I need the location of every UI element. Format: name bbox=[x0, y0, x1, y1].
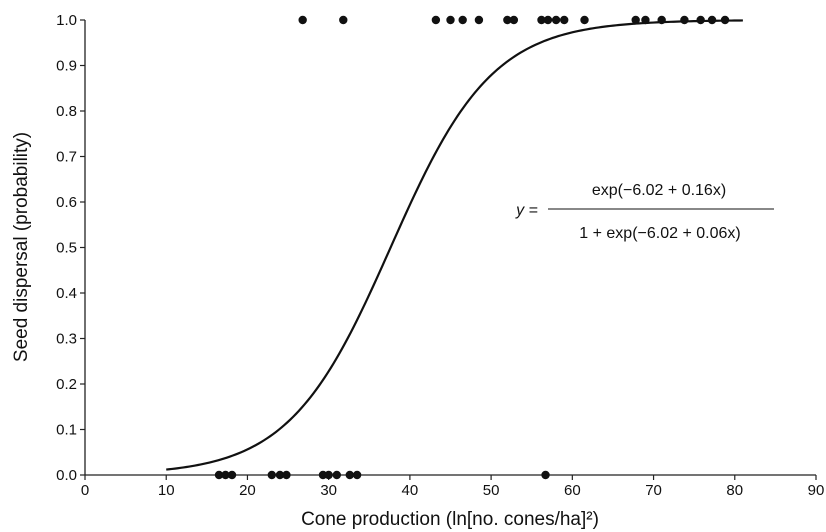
data-points-layer bbox=[214, 15, 730, 480]
equation-annotation: y = exp(−6.02 + 0.16x) 1 + exp(−6.02 + 0… bbox=[515, 182, 774, 242]
data-point bbox=[541, 470, 550, 480]
x-tick-label: 80 bbox=[726, 482, 743, 499]
data-point bbox=[474, 15, 484, 25]
x-tick-label: 90 bbox=[808, 482, 825, 499]
x-tick-label: 20 bbox=[239, 482, 256, 499]
data-point bbox=[332, 470, 341, 480]
data-point bbox=[339, 15, 348, 25]
data-point bbox=[560, 15, 569, 25]
data-point bbox=[227, 470, 237, 480]
logistic-fit-curve bbox=[166, 19, 743, 471]
x-tick-label: 50 bbox=[483, 482, 500, 499]
data-point bbox=[221, 470, 230, 480]
data-point bbox=[298, 15, 307, 25]
y-tick-label: 0.7 bbox=[56, 149, 77, 166]
data-point bbox=[267, 470, 277, 480]
data-point bbox=[275, 470, 285, 480]
data-point bbox=[657, 15, 666, 25]
y-tick-label: 0.1 bbox=[56, 422, 77, 439]
data-point bbox=[214, 470, 224, 480]
x-tick-label: 30 bbox=[320, 482, 337, 499]
data-point bbox=[324, 470, 333, 480]
y-tick-label: 1.0 bbox=[56, 12, 77, 29]
data-point bbox=[282, 470, 291, 480]
axis-ticks: 0 10 20 30 40 50 60 70 80 90 0.0 0.1 0.2 0.3 0.4 0.5 0.6… bbox=[56, 12, 824, 499]
y-tick-label: 0.3 bbox=[56, 331, 77, 348]
data-point bbox=[641, 15, 650, 25]
y-tick-label: 0.5 bbox=[56, 240, 77, 257]
x-tick-label: 0 bbox=[81, 482, 89, 499]
y-tick-label: 0.8 bbox=[56, 103, 77, 120]
x-tick-label: 40 bbox=[402, 482, 419, 499]
data-point bbox=[537, 15, 546, 25]
y-tick-label: 0.0 bbox=[56, 467, 77, 484]
x-axis-title: Cone production (ln[no. cones/ha]²) bbox=[301, 509, 599, 530]
data-point bbox=[458, 15, 467, 25]
data-point bbox=[446, 15, 455, 25]
data-point bbox=[551, 15, 561, 25]
plot-area: 0 10 20 30 40 50 60 70 80 90 0.0 0.1 0.2 0.3 0.4 0.5 0.6… bbox=[56, 12, 824, 499]
x-tick-label: 70 bbox=[645, 482, 662, 499]
y-tick-label: 0.9 bbox=[56, 58, 77, 75]
data-point bbox=[345, 470, 354, 480]
data-point bbox=[707, 15, 717, 25]
data-point bbox=[503, 15, 512, 25]
y-tick-label: 0.6 bbox=[56, 194, 77, 211]
y-tick-label: 0.4 bbox=[56, 285, 77, 302]
data-point bbox=[696, 15, 705, 25]
x-tick-label: 60 bbox=[564, 482, 581, 499]
data-point bbox=[431, 15, 441, 25]
data-point bbox=[631, 15, 640, 25]
data-point bbox=[543, 15, 553, 25]
y-axis-title: Seed dispersal (probability) bbox=[11, 132, 32, 362]
equation-lhs: y = bbox=[515, 202, 538, 219]
equation-denominator: 1 + exp(−6.02 + 0.06x) bbox=[579, 225, 740, 242]
x-tick-label: 10 bbox=[158, 482, 175, 499]
data-point bbox=[680, 15, 689, 25]
fit-curve-layer bbox=[166, 19, 743, 471]
data-point bbox=[352, 470, 362, 480]
data-point bbox=[509, 15, 519, 25]
data-point bbox=[720, 15, 730, 25]
equation-numerator: exp(−6.02 + 0.16x) bbox=[592, 182, 726, 199]
y-tick-label: 0.2 bbox=[56, 376, 77, 393]
data-point bbox=[580, 15, 589, 25]
